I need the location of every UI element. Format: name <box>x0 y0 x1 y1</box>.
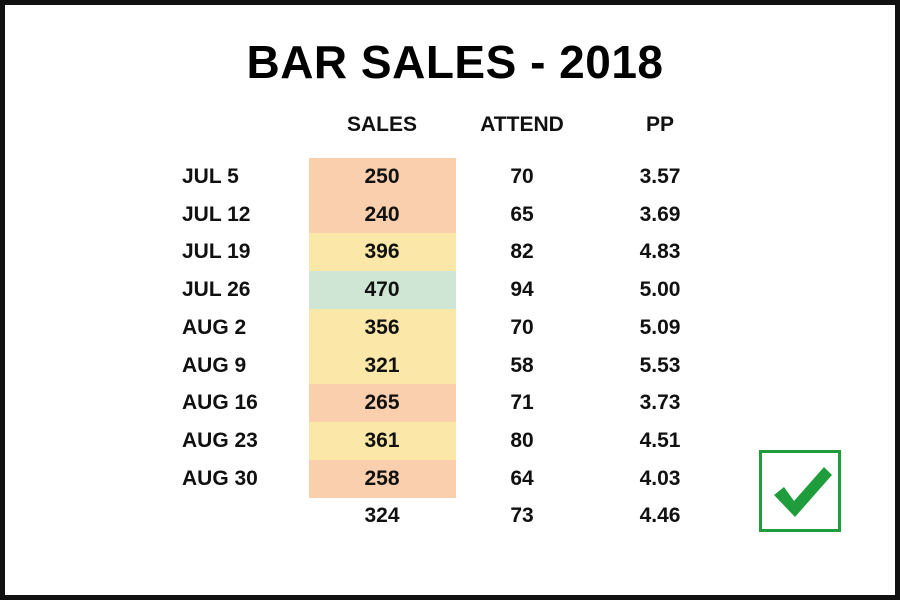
sales-highlight-cell <box>309 346 456 385</box>
cell-sales: 250 <box>364 165 400 188</box>
cell-sales: 265 <box>364 391 400 415</box>
checkmark-glyph-icon <box>774 467 832 517</box>
summary-sales: 324 <box>364 504 400 528</box>
cell-sales: 361 <box>364 428 400 452</box>
summary-pp: 4.46 <box>639 504 681 528</box>
cell-pp: 4.83 <box>639 240 681 264</box>
cell-attend: 65 <box>510 202 534 226</box>
row-label: JUL 19 <box>182 240 251 264</box>
cell-pp: 5.53 <box>639 353 681 377</box>
cell-sales: 258 <box>364 466 400 490</box>
column-header-pp: PP <box>645 113 674 136</box>
sales-highlight-cell <box>309 195 456 234</box>
chart-title: BAR SALES - 2018 <box>246 36 664 88</box>
cell-pp: 5.00 <box>639 278 681 302</box>
column-header-sales: SALES <box>346 113 417 136</box>
cell-attend: 70 <box>510 165 534 188</box>
row-label: JUL 26 <box>182 278 251 302</box>
row-label: AUG 30 <box>182 466 258 490</box>
column-header-attend: ATTEND <box>480 113 564 136</box>
sales-highlight-cell <box>309 308 456 348</box>
sales-highlight-cell <box>309 459 456 498</box>
sales-highlight-cell <box>309 384 456 423</box>
cell-pp: 3.73 <box>639 391 681 415</box>
row-label: AUG 9 <box>182 353 247 377</box>
sales-highlight-cell <box>309 271 456 310</box>
cell-sales: 470 <box>364 278 400 302</box>
cell-pp: 4.51 <box>639 428 681 452</box>
cell-attend: 64 <box>510 466 534 490</box>
cell-pp: 5.09 <box>639 315 681 339</box>
cell-attend: 80 <box>510 428 534 452</box>
row-label: AUG 2 <box>182 315 247 339</box>
cell-pp: 4.03 <box>639 466 681 490</box>
row-label: JUL 12 <box>182 202 251 226</box>
cell-sales: 356 <box>364 315 400 339</box>
sales-highlight-cell <box>309 233 456 272</box>
row-label: JUL 5 <box>182 165 239 188</box>
cell-sales: 240 <box>364 202 400 226</box>
cell-sales: 321 <box>364 353 400 377</box>
sales-highlight-cell <box>309 158 456 197</box>
row-label: AUG 16 <box>182 391 258 415</box>
cell-attend: 71 <box>510 391 534 415</box>
cell-attend: 82 <box>510 240 534 264</box>
cell-pp: 3.69 <box>639 202 681 226</box>
cell-attend: 58 <box>510 353 534 377</box>
summary-attend: 73 <box>510 504 534 528</box>
row-label: AUG 23 <box>182 428 258 452</box>
cell-attend: 94 <box>510 278 534 302</box>
cell-sales: 396 <box>364 240 400 264</box>
cell-pp: 3.57 <box>639 165 681 188</box>
cell-attend: 70 <box>510 315 534 339</box>
sales-highlight-cell <box>309 421 456 461</box>
green-checkmark-icon <box>759 450 841 532</box>
